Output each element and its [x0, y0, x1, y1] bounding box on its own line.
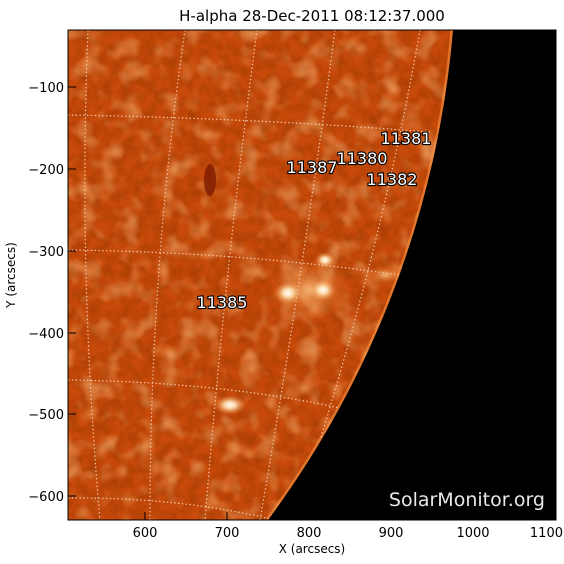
x-tick-label: 1000	[456, 526, 489, 541]
region-label-11387: 11387	[287, 158, 338, 177]
plage-bright-core	[315, 252, 335, 268]
watermark: SolarMonitor.org	[389, 489, 545, 511]
x-tick-label: 900	[379, 526, 404, 541]
plage-bright-core	[274, 281, 302, 305]
y-axis-label: Y (arcsecs)	[4, 242, 18, 309]
plage-region	[367, 265, 403, 285]
x-axis-label: X (arcsecs)	[279, 542, 346, 556]
region-label-11385: 11385	[197, 293, 248, 312]
heliographic-grid	[68, 30, 431, 520]
region-label-11382: 11382	[367, 170, 418, 189]
y-tick-label: −600	[28, 490, 64, 505]
y-tick-label: −500	[28, 408, 64, 423]
plot-area: 11381 11380 11387 11382 11385 SolarMonit…	[68, 30, 556, 520]
image-title: H-alpha 28-Dec-2011 08:12:37.000	[179, 7, 445, 25]
x-tick-label: 600	[133, 526, 158, 541]
active-region-labels: 11381 11380 11387 11382 11385	[195, 128, 432, 313]
plage-bright-core	[310, 279, 336, 301]
y-tick-label: −100	[28, 81, 64, 96]
filament	[204, 164, 216, 196]
x-tick-label: 800	[297, 526, 322, 541]
region-label-11381: 11381	[381, 129, 432, 148]
x-axis: 600 700 800 900 1000 1100 X (arcsecs)	[133, 512, 563, 556]
y-axis: −100 −200 −300 −400 −500 −600 Y (arcsecs…	[4, 81, 76, 505]
solar-disk	[68, 30, 453, 520]
y-tick-label: −400	[28, 327, 64, 342]
y-tick-label: −200	[28, 163, 64, 178]
x-tick-label: 700	[215, 526, 240, 541]
region-label-11380: 11380	[337, 149, 388, 168]
plot-frame	[67, 29, 557, 521]
plage-region	[214, 395, 246, 415]
y-tick-label: −300	[28, 245, 64, 260]
x-tick-label: 1100	[530, 526, 563, 541]
